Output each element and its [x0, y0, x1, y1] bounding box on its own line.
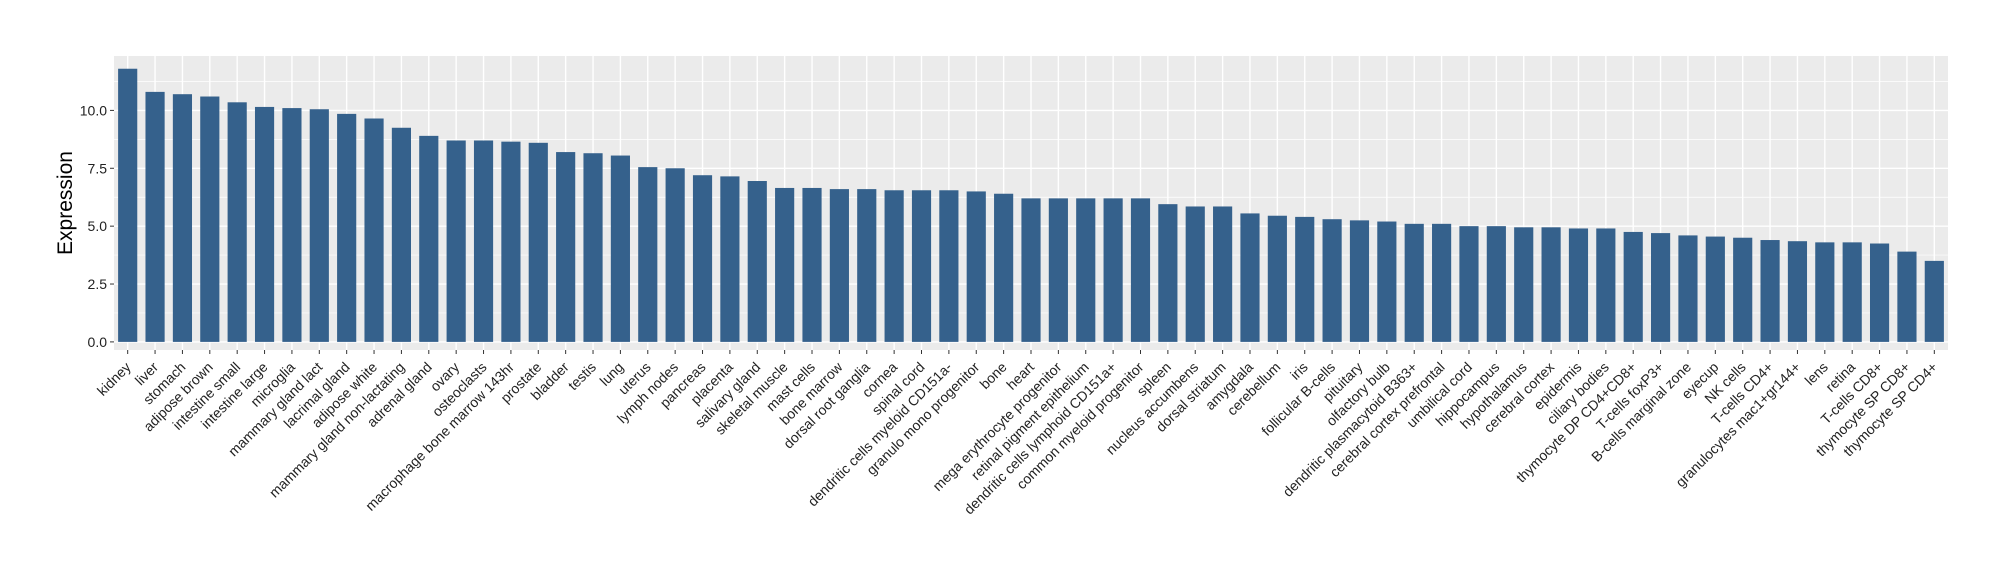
bar: [1322, 219, 1342, 342]
bar: [1213, 206, 1233, 342]
bar: [1432, 223, 1452, 342]
bar: [200, 96, 220, 342]
bar: [1623, 231, 1643, 342]
bar: [884, 190, 904, 342]
bar: [1404, 223, 1424, 342]
bar: [1130, 198, 1151, 342]
bar: [692, 175, 713, 342]
bar: [1541, 227, 1561, 342]
bar: [556, 152, 576, 342]
bar: [1459, 226, 1479, 342]
bar: [364, 118, 384, 342]
bar: [309, 109, 329, 342]
bar: [1815, 242, 1835, 342]
bar: [1705, 236, 1725, 342]
bar: [501, 141, 521, 342]
bar: [911, 190, 932, 342]
bar: [1021, 198, 1041, 342]
bar: [1240, 213, 1260, 342]
bar: [1760, 240, 1780, 342]
bar: [1787, 241, 1808, 342]
bar: [1924, 260, 1944, 342]
bar: [473, 140, 494, 342]
bar: [994, 193, 1014, 342]
bar: [1048, 198, 1068, 342]
bar: [391, 127, 411, 342]
bar: [446, 140, 466, 342]
bar: [1568, 228, 1589, 342]
bar: [1076, 198, 1096, 342]
y-axis-title: Expression: [54, 151, 77, 255]
y-tick-label: 2.5: [88, 276, 108, 292]
x-tick-label: bone: [976, 359, 1009, 392]
bar: [638, 167, 658, 342]
bar: [939, 190, 959, 342]
x-tick-label: testis: [565, 359, 599, 393]
bar: [1897, 251, 1917, 342]
x-tick-label: kidney: [94, 359, 134, 399]
y-tick-label: 0.0: [88, 334, 108, 350]
bar: [1486, 226, 1506, 342]
bar: [254, 106, 275, 342]
bar: [227, 102, 247, 342]
bars: [118, 68, 1944, 342]
bar: [665, 168, 685, 342]
bar: [775, 187, 795, 342]
bar: [1514, 227, 1534, 342]
y-axis-ticks: 0.0 2.5 5.0 7.5 10.0: [80, 102, 114, 350]
bar: [1295, 216, 1315, 342]
bar: [747, 181, 767, 342]
y-tick-label: 5.0: [88, 218, 108, 234]
bar: [419, 135, 439, 342]
bar: [1651, 233, 1671, 342]
bar: [1158, 204, 1178, 342]
bar: [337, 113, 357, 342]
bar: [145, 91, 165, 342]
bar: [802, 187, 822, 342]
bar: [1596, 228, 1616, 342]
bar: [528, 142, 548, 342]
bar: [1103, 198, 1123, 342]
bar: [172, 94, 193, 342]
y-tick-label: 7.5: [88, 160, 108, 176]
bar: [1842, 242, 1862, 342]
bar: [1349, 220, 1370, 342]
bar: [966, 191, 986, 342]
bar: [610, 155, 630, 342]
y-tick-label: 10.0: [80, 102, 107, 118]
bar: [1267, 215, 1287, 342]
bar: [1733, 237, 1753, 342]
bar: [720, 176, 740, 342]
bar: [1377, 221, 1397, 342]
bar: [857, 189, 877, 342]
bar: [118, 68, 138, 342]
bar: [282, 108, 302, 342]
bar: [1678, 235, 1698, 342]
bar: [1185, 206, 1205, 342]
bar: [829, 189, 849, 342]
bar: [583, 153, 603, 342]
bar: [1869, 243, 1890, 342]
